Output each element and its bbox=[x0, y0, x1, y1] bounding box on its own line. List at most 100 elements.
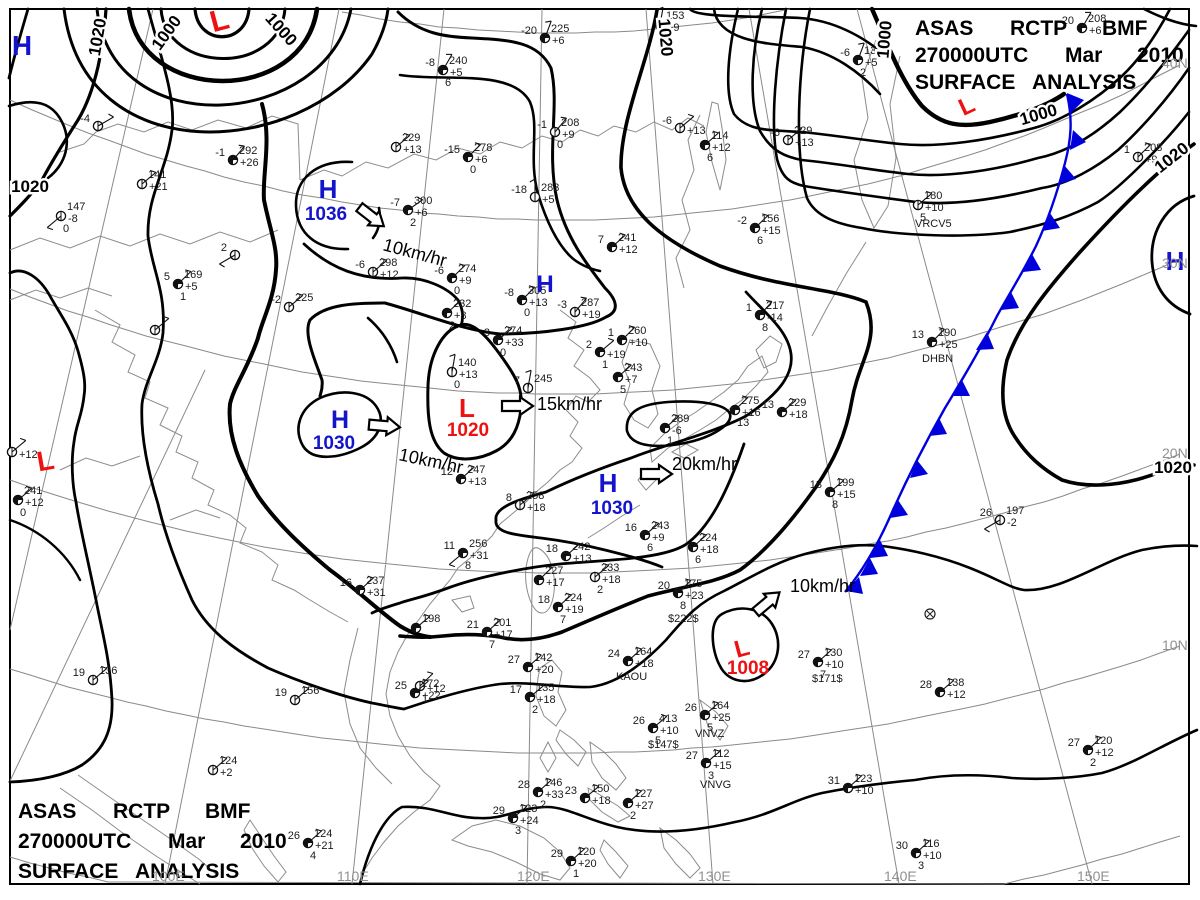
svg-text:27: 27 bbox=[686, 750, 698, 762]
svg-text:7: 7 bbox=[560, 614, 566, 626]
svg-text:0: 0 bbox=[20, 507, 26, 519]
svg-text:+6: +6 bbox=[1089, 25, 1102, 37]
svg-text:-4: -4 bbox=[80, 113, 90, 125]
svg-text:0: 0 bbox=[63, 223, 69, 235]
svg-text:142: 142 bbox=[534, 652, 552, 664]
svg-text:40N: 40N bbox=[1162, 55, 1188, 71]
svg-text:BMF: BMF bbox=[1102, 17, 1148, 40]
svg-text:VNVZ: VNVZ bbox=[695, 728, 725, 740]
svg-text:+23: +23 bbox=[685, 590, 704, 602]
svg-text:1008: 1008 bbox=[727, 658, 769, 679]
svg-text:27: 27 bbox=[798, 649, 810, 661]
svg-text:$171$: $171$ bbox=[812, 673, 843, 685]
svg-text:270000UTC: 270000UTC bbox=[18, 830, 131, 853]
svg-text:130: 130 bbox=[824, 647, 842, 659]
svg-text:+24: +24 bbox=[520, 815, 539, 827]
svg-text:+5: +5 bbox=[865, 57, 878, 69]
svg-text:124: 124 bbox=[219, 755, 237, 767]
svg-text:+10: +10 bbox=[825, 659, 844, 671]
svg-text:-7: -7 bbox=[390, 197, 400, 209]
svg-text:+7: +7 bbox=[625, 374, 638, 386]
svg-text:RCTP: RCTP bbox=[1010, 17, 1067, 40]
svg-text:30N: 30N bbox=[1162, 255, 1188, 271]
svg-text:225: 225 bbox=[551, 23, 569, 35]
svg-text:0: 0 bbox=[524, 307, 530, 319]
svg-text:-20: -20 bbox=[1058, 15, 1074, 27]
svg-text:+12: +12 bbox=[1095, 747, 1114, 759]
svg-text:2: 2 bbox=[410, 217, 416, 229]
svg-text:164: 164 bbox=[711, 700, 729, 712]
svg-text:147: 147 bbox=[67, 201, 85, 213]
svg-text:1020: 1020 bbox=[654, 18, 676, 57]
svg-text:224: 224 bbox=[564, 592, 582, 604]
svg-text:0: 0 bbox=[454, 379, 460, 391]
svg-text:+18: +18 bbox=[527, 502, 546, 514]
svg-text:127: 127 bbox=[634, 788, 652, 800]
svg-text:208: 208 bbox=[561, 117, 579, 129]
svg-text:135: 135 bbox=[536, 682, 554, 694]
svg-text:5: 5 bbox=[164, 271, 170, 283]
svg-text:0: 0 bbox=[454, 285, 460, 297]
svg-text:201: 201 bbox=[493, 617, 511, 629]
svg-text:198: 198 bbox=[422, 613, 440, 625]
svg-text:110E: 110E bbox=[337, 868, 369, 884]
svg-text:6: 6 bbox=[647, 542, 653, 554]
svg-text:2: 2 bbox=[1090, 757, 1096, 769]
svg-text:29: 29 bbox=[493, 805, 505, 817]
svg-text:L: L bbox=[34, 444, 56, 478]
svg-text:26: 26 bbox=[633, 715, 645, 727]
svg-text:237: 237 bbox=[366, 575, 384, 587]
svg-text:+5: +5 bbox=[450, 67, 463, 79]
svg-text:-6: -6 bbox=[434, 265, 444, 277]
svg-text:180: 180 bbox=[924, 190, 942, 202]
svg-text:300: 300 bbox=[414, 195, 432, 207]
svg-text:270000UTC: 270000UTC bbox=[915, 44, 1028, 67]
svg-text:+9: +9 bbox=[1145, 154, 1158, 166]
svg-text:-6: -6 bbox=[770, 127, 780, 139]
svg-text:1: 1 bbox=[180, 291, 186, 303]
svg-text:283: 283 bbox=[541, 182, 559, 194]
svg-text:278: 278 bbox=[474, 142, 492, 154]
svg-text:197: 197 bbox=[1006, 505, 1024, 517]
svg-text:13: 13 bbox=[762, 399, 774, 411]
svg-text:225: 225 bbox=[295, 292, 313, 304]
svg-text:10km/hr: 10km/hr bbox=[790, 576, 855, 596]
svg-text:0: 0 bbox=[500, 347, 506, 359]
svg-text:-6: -6 bbox=[840, 47, 850, 59]
svg-text:3: 3 bbox=[515, 825, 521, 837]
svg-text:+26: +26 bbox=[240, 157, 259, 169]
svg-text:18: 18 bbox=[810, 479, 822, 491]
svg-text:153: 153 bbox=[666, 10, 684, 22]
svg-text:274: 274 bbox=[458, 263, 476, 275]
svg-text:+25: +25 bbox=[712, 712, 731, 724]
svg-text:0: 0 bbox=[470, 164, 476, 176]
svg-text:+13: +13 bbox=[468, 476, 487, 488]
svg-text:2: 2 bbox=[597, 584, 603, 596]
svg-text:$147$: $147$ bbox=[648, 739, 679, 751]
svg-text:28: 28 bbox=[518, 779, 530, 791]
svg-text:ANALYSIS: ANALYSIS bbox=[1032, 71, 1136, 94]
svg-text:26: 26 bbox=[288, 830, 300, 842]
svg-text:5: 5 bbox=[707, 722, 713, 734]
svg-text:2: 2 bbox=[860, 67, 866, 79]
svg-text:18: 18 bbox=[538, 594, 550, 606]
svg-text:114: 114 bbox=[711, 130, 729, 142]
svg-text:156: 156 bbox=[301, 685, 319, 697]
svg-text:-8: -8 bbox=[425, 57, 435, 69]
svg-text:+18: +18 bbox=[700, 544, 719, 556]
svg-text:5: 5 bbox=[920, 212, 926, 224]
svg-text:+9: +9 bbox=[667, 22, 680, 34]
svg-text:VNVG: VNVG bbox=[700, 779, 731, 791]
svg-text:8: 8 bbox=[762, 322, 768, 334]
svg-text:-8: -8 bbox=[68, 213, 78, 225]
svg-text:+12: +12 bbox=[25, 497, 44, 509]
svg-text:190: 190 bbox=[938, 327, 956, 339]
svg-text:RCTP: RCTP bbox=[113, 800, 170, 823]
svg-text:242: 242 bbox=[572, 541, 590, 553]
svg-text:287: 287 bbox=[581, 297, 599, 309]
svg-text:-6: -6 bbox=[672, 425, 682, 437]
svg-text:1036: 1036 bbox=[305, 204, 347, 225]
svg-text:1: 1 bbox=[608, 327, 614, 339]
svg-text:1020: 1020 bbox=[447, 420, 489, 441]
svg-text:+19: +19 bbox=[565, 604, 584, 616]
